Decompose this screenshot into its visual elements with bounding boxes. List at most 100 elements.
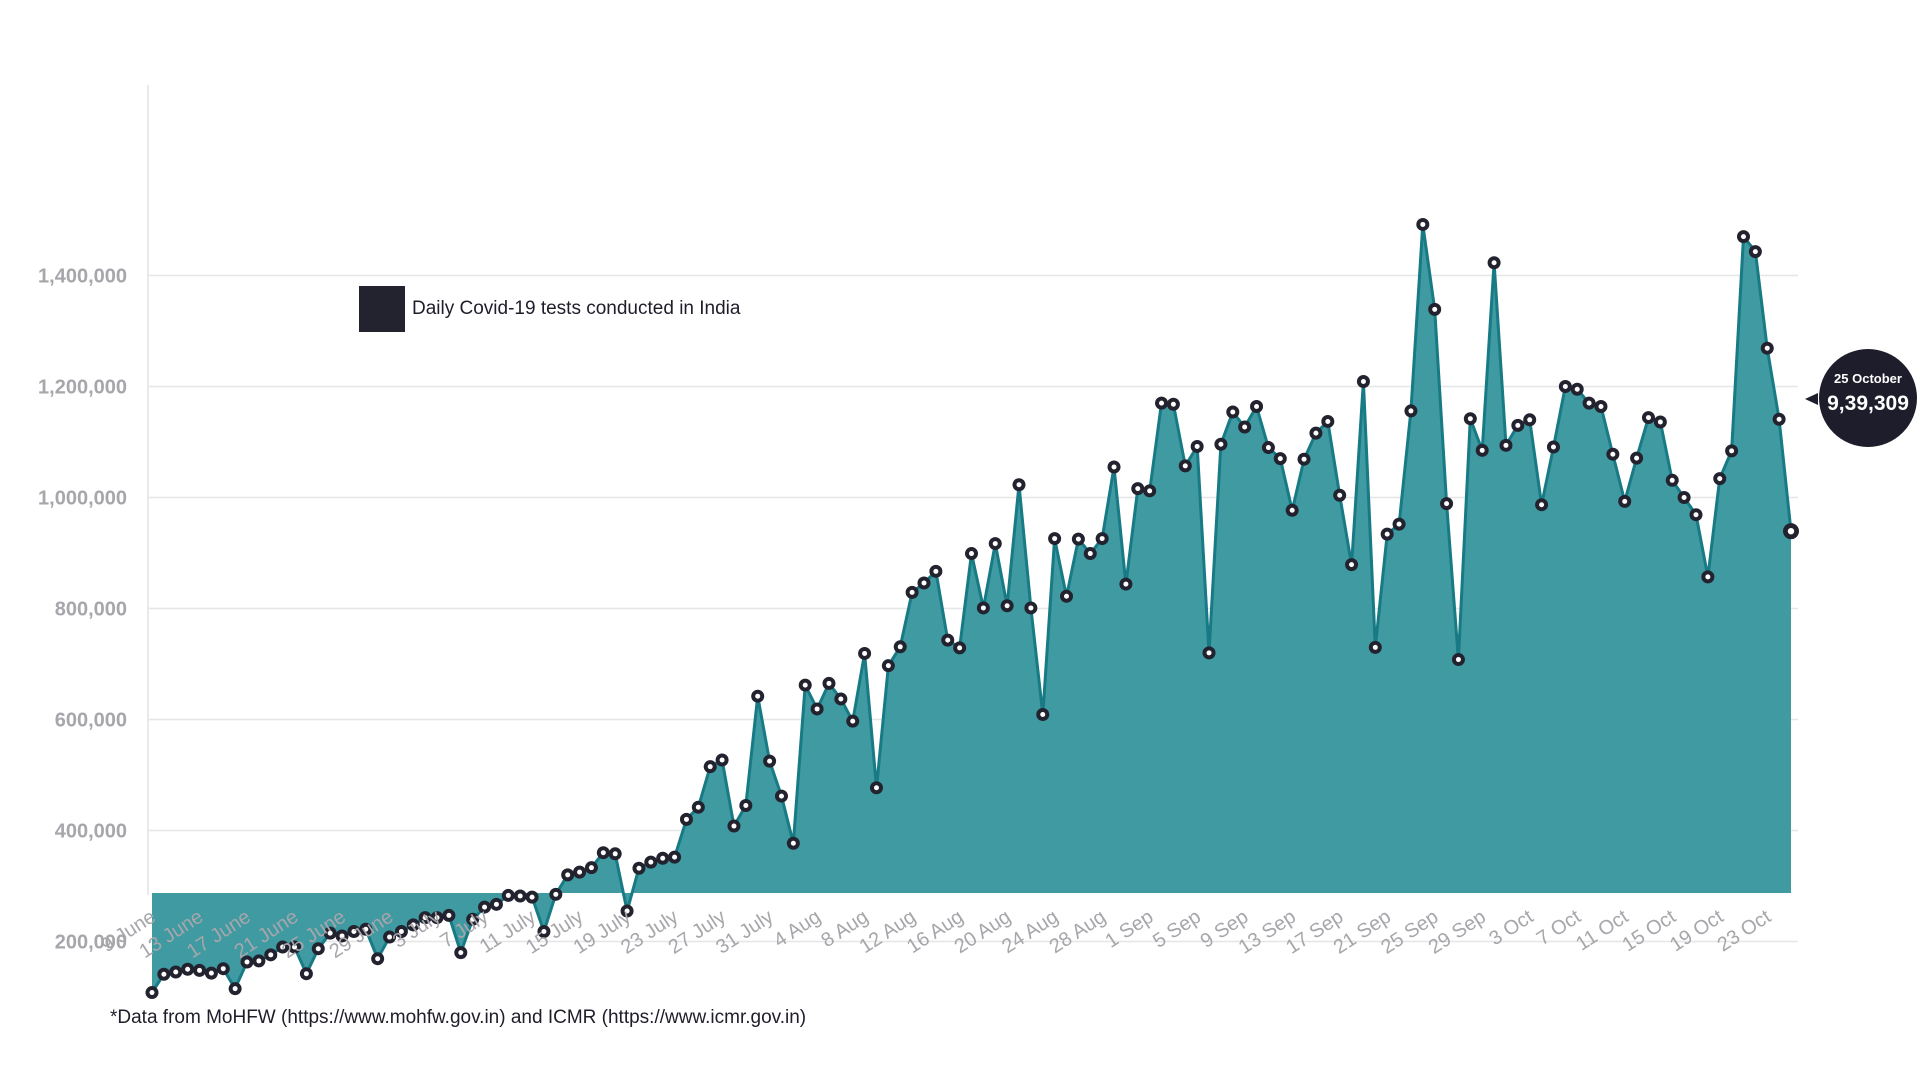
legend-label: Daily Covid-19 tests conducted in India [412,298,741,319]
data-point-center [1729,448,1735,454]
data-point-center [1123,581,1129,587]
data-point-center [1265,445,1271,451]
data-point-center [1420,221,1426,227]
data-point-center [1289,507,1295,513]
data-point-center [1147,488,1153,494]
data-point-center [992,541,998,547]
data-point-center [1610,451,1616,457]
data-point-center [1776,416,1782,422]
legend: Daily Covid-19 tests conducted in India [359,286,741,332]
data-point-center [1752,249,1758,255]
data-point-center [1064,593,1070,599]
data-point-center [612,851,618,857]
data-point-center [826,680,832,686]
data-point-center [1099,536,1105,542]
data-point-center [921,580,927,586]
data-point-center [1444,501,1450,507]
data-point-center [1764,345,1770,351]
data-point-center [232,986,238,992]
data-point-center [1325,418,1331,424]
y-tick-label: 800,000 [55,599,127,621]
data-point-center [1740,234,1746,240]
y-tick-label: 600,000 [55,710,127,732]
callout-value: 9,39,309 [1827,392,1909,415]
data-point-center [1075,536,1081,542]
data-point-center [957,645,963,651]
data-point-center [660,855,666,861]
data-point-center [434,915,440,921]
data-point-center [410,922,416,928]
data-point-center [517,893,523,899]
data-point-center [648,859,654,865]
data-point-center [1432,306,1438,312]
data-point-center [529,894,535,900]
data-point-center [1396,521,1402,527]
data-point-center [292,944,298,950]
data-point-center [1004,603,1010,609]
data-point-center [1159,400,1165,406]
data-point-center [1503,442,1509,448]
data-point-center [1408,408,1414,414]
data-point-center [1194,443,1200,449]
data-point-center [197,967,203,973]
data-point-center [1527,417,1533,423]
data-point-center [1052,536,1058,542]
data-point-center [672,854,678,860]
data-point-center [624,908,630,914]
data-point-center [1550,444,1556,450]
data-point-center [1681,495,1687,500]
data-points [145,217,1799,1000]
series-area [152,224,1791,993]
data-point-center [185,966,191,972]
data-point-center [208,970,214,976]
data-point-center [683,816,689,822]
x-tick-label: 4 Aug [770,906,825,952]
data-point-center [897,644,903,650]
data-point-center [1206,650,1212,656]
data-point-center [636,865,642,871]
data-point-center [458,950,464,956]
data-point-center [1515,422,1521,428]
y-axis-ticks: 200,000 400,000 600,000 800,000 1,000,000 1,2… [38,266,127,954]
data-point-center [850,718,856,724]
x-tick-label: 5 Sep [1149,906,1205,953]
data-point-center [1218,441,1224,447]
data-point-center [1040,712,1046,718]
data-point-center [482,904,488,910]
data-point-center [814,706,820,712]
data-point-center [969,551,974,557]
data-point-center [1479,447,1485,453]
data-point-center [838,696,844,702]
data-point-center [1242,424,1248,430]
legend-swatch [359,286,405,332]
data-point-center [1384,531,1390,537]
data-point-center [1170,401,1176,407]
data-point-center [268,952,274,958]
y-tick-label: 400,000 [55,821,127,843]
data-point-center [1277,456,1283,462]
data-point-center [1586,400,1592,406]
data-point-center [1657,419,1663,425]
data-point-center [1467,416,1473,422]
data-point-center [588,865,594,871]
data-point-center [980,605,986,611]
data-point-center [767,758,773,764]
data-point-center [1455,657,1461,663]
data-point-center [1372,644,1378,650]
data-point-center [1360,379,1366,385]
x-tick-label: 19 Oct [1666,906,1728,957]
data-point-center [1135,486,1141,492]
data-point-center [577,869,583,875]
data-point-center [1182,463,1188,469]
data-point-center [600,850,606,856]
footnote: *Data from MoHFW (https://www.mohfw.gov.… [110,1007,806,1028]
x-tick-label: 1 Sep [1102,906,1158,953]
data-point-center [1087,551,1093,557]
x-tick-label: 23 Oct [1714,906,1776,957]
data-point-center [1705,574,1711,580]
data-point-center [565,872,571,878]
data-point-center [161,971,167,977]
data-point-center [1574,386,1580,392]
callout-pointer [1805,393,1818,405]
